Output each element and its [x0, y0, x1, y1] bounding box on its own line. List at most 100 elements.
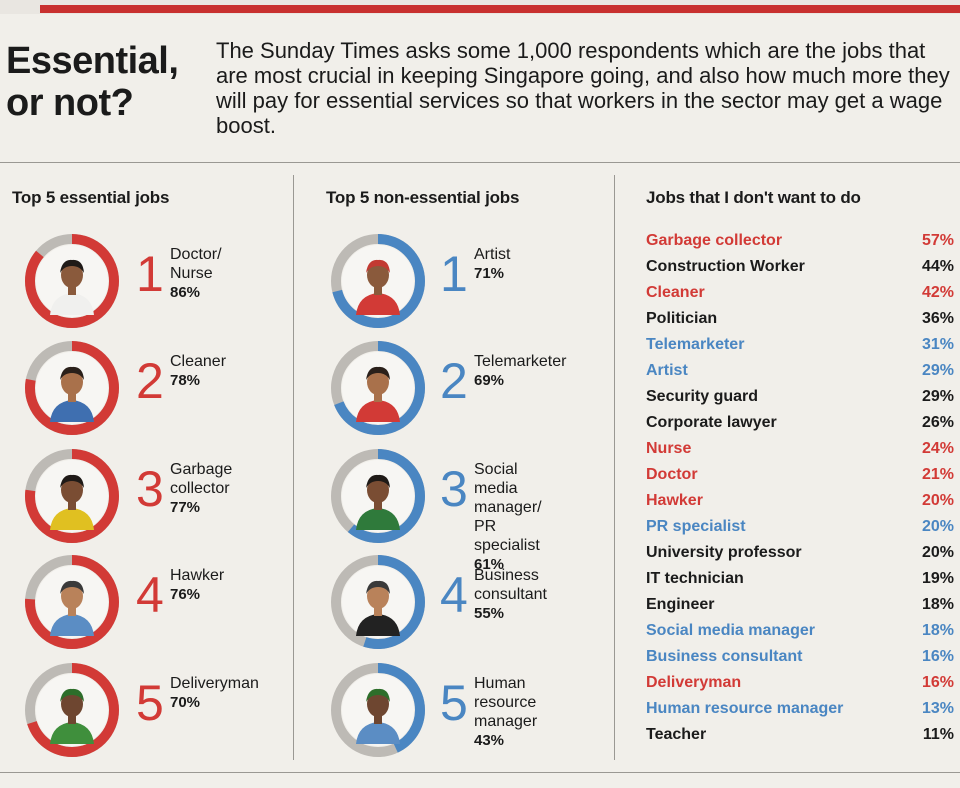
job-name: consultant [474, 586, 547, 603]
person-illustration-icon [356, 474, 400, 530]
job-name: Garbage [170, 461, 233, 478]
table-row: Teacher 11% [646, 722, 954, 748]
donut-value-arc [25, 663, 119, 757]
row-percentage: 29% [921, 362, 954, 379]
row-job: Corporate lawyer [646, 414, 777, 431]
row-job: Human resource manager [646, 700, 844, 717]
table-row: Construction Worker 44% [646, 254, 954, 280]
unwanted-jobs-title: Jobs that I don't want to do [646, 188, 861, 207]
donut-value-arc [25, 234, 119, 328]
table-row: PR specialist 20% [646, 514, 954, 540]
row-percentage: 24% [921, 440, 954, 457]
table-row: Security guard 29% [646, 384, 954, 410]
row-percentage: 29% [921, 388, 954, 405]
job-name: Business [474, 567, 539, 584]
donut-ring [331, 449, 425, 543]
donut-value-arc [25, 341, 119, 435]
essential-jobs-title: Top 5 essential jobs [12, 188, 170, 207]
donut-value-arc [25, 449, 119, 543]
rank-number: 2 [440, 353, 468, 409]
job-label: Human resource manager 43% [474, 674, 537, 750]
job-name: Doctor/ [170, 246, 222, 263]
job-name: Social media [474, 461, 518, 497]
person-illustration-icon [50, 259, 94, 315]
row-job: Artist [646, 362, 688, 379]
donut-value-arc [331, 555, 425, 649]
table-row: IT technician 19% [646, 566, 954, 592]
row-percentage: 31% [921, 336, 954, 353]
row-percentage: 57% [921, 232, 954, 249]
donut-value-arc [331, 449, 425, 543]
row-job: Engineer [646, 596, 715, 613]
donut-ring [25, 234, 119, 328]
headline-line-1: Essential, [6, 40, 179, 82]
bottom-divider [0, 772, 960, 773]
job-name: manager/ [474, 499, 542, 516]
top-divider [0, 162, 960, 163]
donut-value-arc [331, 234, 425, 328]
job-percentage: 71% [474, 265, 505, 282]
row-job: Construction Worker [646, 258, 805, 275]
row-percentage: 20% [921, 544, 954, 561]
row-job: Nurse [646, 440, 692, 457]
job-name: collector [170, 480, 230, 497]
job-label: Doctor/Nurse 86% [170, 245, 222, 302]
table-row: Social media manager 18% [646, 618, 954, 644]
row-job: PR specialist [646, 518, 746, 535]
row-job: Doctor [646, 466, 698, 483]
person-illustration-icon [50, 688, 94, 744]
donut-ring [331, 234, 425, 328]
table-row: Artist 29% [646, 358, 954, 384]
unwanted-jobs-table: Garbage collector 57% Construction Worker 4… [646, 228, 954, 748]
row-percentage: 21% [921, 466, 954, 483]
table-row: Engineer 18% [646, 592, 954, 618]
job-percentage: 78% [170, 372, 201, 389]
row-percentage: 36% [921, 310, 954, 327]
row-percentage: 11% [922, 726, 954, 743]
job-name: manager [474, 713, 538, 730]
row-percentage: 20% [921, 492, 954, 509]
job-name: Human [474, 675, 526, 692]
job-percentage: 55% [474, 605, 505, 622]
person-illustration-icon [356, 259, 400, 315]
job-label: Deliveryman 70% [170, 674, 259, 712]
job-percentage: 70% [170, 694, 201, 711]
job-label: Artist 71% [474, 245, 510, 283]
row-job: Cleaner [646, 284, 705, 301]
row-job: Business consultant [646, 648, 803, 665]
row-percentage: 18% [921, 622, 954, 639]
table-row: Corporate lawyer 26% [646, 410, 954, 436]
job-label: Social media manager/PR specialist 61% [474, 460, 542, 574]
job-percentage: 76% [170, 586, 201, 603]
table-row: Garbage collector 57% [646, 228, 954, 254]
rank-number: 5 [440, 675, 468, 731]
person-illustration-icon [50, 366, 94, 422]
person-illustration-icon [50, 580, 94, 636]
job-percentage: 69% [474, 372, 505, 389]
table-row: Nurse 24% [646, 436, 954, 462]
job-label: Garbage collector 77% [170, 460, 232, 517]
headline-line-2: or not? [6, 82, 134, 124]
table-row: Politician 36% [646, 306, 954, 332]
table-row: Doctor 21% [646, 462, 954, 488]
row-job: Politician [646, 310, 718, 327]
donut-ring [331, 663, 425, 757]
column-divider-2 [614, 175, 615, 760]
row-job: Hawker [646, 492, 703, 509]
table-row: Human resource manager 13% [646, 696, 954, 722]
person-illustration-icon [356, 580, 400, 636]
job-percentage: 43% [474, 732, 505, 749]
top-bar [0, 0, 960, 14]
job-percentage: 61% [474, 556, 505, 573]
donut-ring [331, 555, 425, 649]
row-percentage: 16% [921, 648, 954, 665]
job-percentage: 86% [170, 284, 201, 301]
donut-ring [25, 341, 119, 435]
row-percentage: 18% [921, 596, 954, 613]
table-row: Cleaner 42% [646, 280, 954, 306]
row-percentage: 44% [921, 258, 954, 275]
donut-value-arc [331, 341, 425, 435]
job-name: Hawker [170, 567, 225, 584]
job-label: Business consultant 55% [474, 566, 547, 623]
job-name: Nurse [170, 265, 213, 282]
